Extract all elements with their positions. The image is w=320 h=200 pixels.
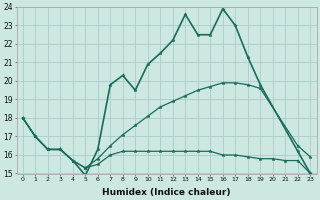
X-axis label: Humidex (Indice chaleur): Humidex (Indice chaleur) — [102, 188, 231, 197]
